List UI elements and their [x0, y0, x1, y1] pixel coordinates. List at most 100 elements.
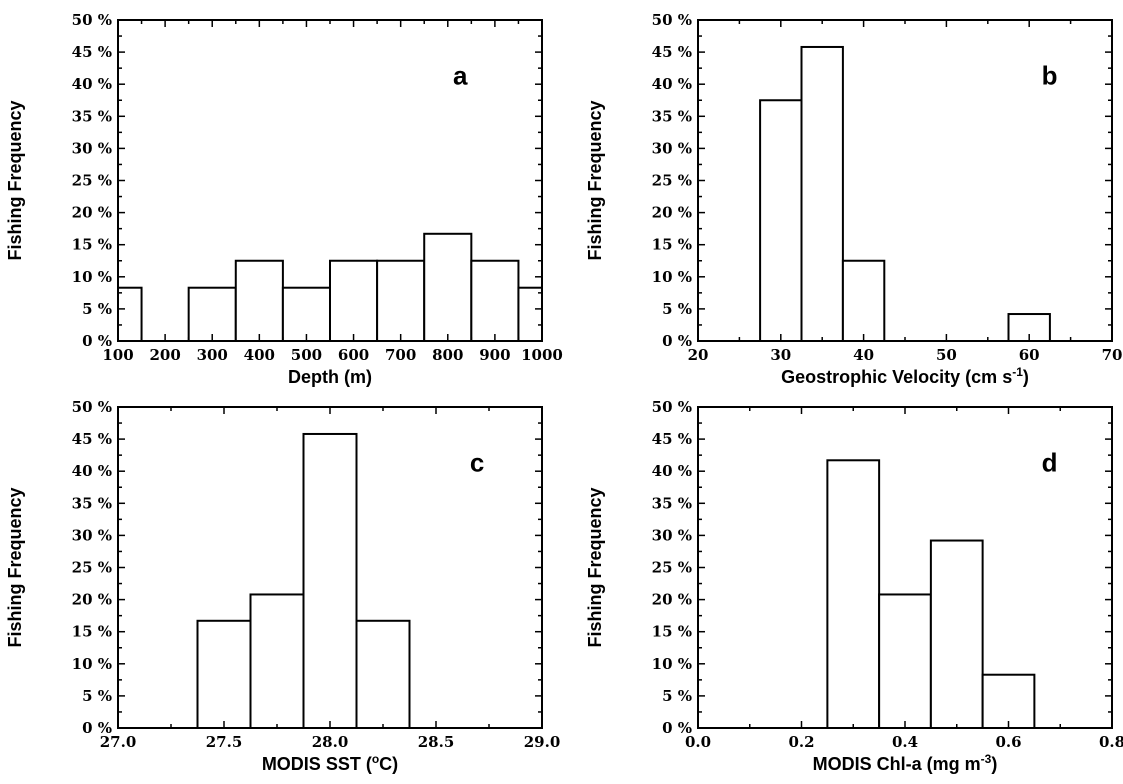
y-axis-title: Fishing Frequency: [585, 487, 605, 647]
y-tick-label: 50 %: [652, 11, 692, 29]
x-tick-label: 50: [936, 346, 957, 364]
y-tick-label: 40 %: [652, 75, 692, 93]
x-tick-label: 40: [853, 346, 874, 364]
x-tick-label: 800: [432, 346, 463, 364]
histogram-bar: [329, 259, 379, 342]
y-tick-label: 5 %: [662, 300, 692, 318]
y-tick-label: 30 %: [72, 139, 112, 157]
y-tick-label: 20 %: [72, 204, 112, 222]
histogram-bar: [249, 593, 305, 729]
y-tick-label: 10 %: [72, 268, 112, 286]
x-tick-label: 0.8: [1099, 733, 1123, 751]
panel-d: 0 % 5 % 10 % 15 % 20 % 25 % 30 % 35 % 40 % 45 % 50…: [585, 398, 1123, 774]
y-tick-label: 20 %: [652, 204, 692, 222]
histogram-bar: [759, 99, 803, 342]
panel-label: c: [470, 448, 484, 478]
histogram-bar: [117, 286, 143, 342]
y-tick-label: 45 %: [72, 43, 112, 61]
x-tick-label: 700: [385, 346, 416, 364]
y-tick-label: 50 %: [72, 398, 112, 416]
x-tick-label: 100: [102, 346, 133, 364]
y-tick-label: 10 %: [652, 268, 692, 286]
panel-label: b: [1042, 61, 1058, 91]
y-tick-label: 5 %: [662, 687, 692, 705]
y-tick-label: 45 %: [652, 43, 692, 61]
x-tick-label: 0.4: [892, 733, 918, 751]
x-tick-label: 28.5: [418, 733, 455, 751]
y-tick-label: 5 %: [82, 300, 112, 318]
y-tick-label: 30 %: [652, 139, 692, 157]
x-tick-label: 0.2: [788, 733, 814, 751]
x-axis-title: Geostrophic Velocity (cm s-1): [781, 365, 1029, 387]
y-tick-label: 30 %: [652, 526, 692, 544]
panel-b: 0 % 5 % 10 % 15 % 20 % 25 % 30 % 35 % 40 % 45 % 50…: [585, 11, 1122, 387]
histogram-bar: [196, 619, 252, 730]
histogram-bar: [929, 539, 984, 730]
x-axis-title: Depth (m): [288, 367, 372, 387]
histogram-bar: [517, 286, 544, 342]
y-tick-label: 15 %: [72, 623, 112, 641]
histogram-bar: [826, 459, 881, 729]
x-tick-label: 70: [1102, 346, 1123, 364]
y-tick-label: 15 %: [72, 236, 112, 254]
histogram-bar: [355, 619, 411, 730]
x-axis-title: MODIS SST (oC): [262, 752, 398, 774]
y-tick-label: 30 %: [72, 526, 112, 544]
histogram-bar: [470, 259, 520, 342]
x-tick-label: 30: [770, 346, 791, 364]
y-tick-label: 0 %: [82, 332, 112, 350]
y-axis-title: Fishing Frequency: [585, 100, 605, 260]
y-tick-label: 35 %: [72, 107, 112, 125]
x-tick-label: 0.6: [995, 733, 1021, 751]
y-tick-label: 25 %: [72, 559, 112, 577]
y-tick-label: 45 %: [72, 430, 112, 448]
x-tick-label: 27.0: [100, 733, 137, 751]
panel-a: 0 % 5 % 10 % 15 % 20 % 25 % 30 % 35 % 40 % 45 % 50…: [5, 11, 563, 387]
histogram-bar: [376, 259, 426, 342]
y-tick-label: 40 %: [72, 462, 112, 480]
histogram-bar: [302, 432, 358, 729]
histogram-bar: [800, 45, 844, 343]
x-tick-label: 400: [244, 346, 275, 364]
y-tick-label: 20 %: [72, 591, 112, 609]
y-tick-label: 5 %: [82, 687, 112, 705]
x-tick-label: 0.0: [685, 733, 711, 751]
x-tick-label: 300: [197, 346, 228, 364]
panel-c: 0 % 5 % 10 % 15 % 20 % 25 % 30 % 35 % 40 % 45 % 50…: [5, 398, 560, 774]
y-tick-label: 50 %: [72, 11, 112, 29]
y-tick-label: 15 %: [652, 623, 692, 641]
x-tick-label: 1000: [521, 346, 563, 364]
y-tick-label: 35 %: [72, 494, 112, 512]
y-tick-label: 35 %: [652, 494, 692, 512]
histogram-bar: [423, 232, 473, 342]
y-tick-label: 25 %: [652, 559, 692, 577]
y-tick-label: 25 %: [72, 172, 112, 190]
y-tick-label: 40 %: [652, 462, 692, 480]
panel-label: d: [1042, 448, 1058, 478]
y-axis-title: Fishing Frequency: [5, 100, 25, 260]
x-tick-label: 900: [479, 346, 510, 364]
x-axis-title: MODIS Chl-a (mg m-3): [813, 752, 998, 774]
x-tick-label: 500: [291, 346, 322, 364]
histogram-bar: [981, 673, 1036, 729]
x-tick-label: 29.0: [524, 733, 561, 751]
y-tick-label: 0 %: [82, 719, 112, 737]
x-tick-label: 20: [688, 346, 709, 364]
y-tick-label: 35 %: [652, 107, 692, 125]
y-tick-label: 20 %: [652, 591, 692, 609]
x-tick-label: 200: [149, 346, 180, 364]
histogram-bar: [841, 259, 886, 342]
y-tick-label: 40 %: [72, 75, 112, 93]
panel-label: a: [453, 61, 468, 91]
x-tick-label: 60: [1019, 346, 1040, 364]
x-tick-label: 28.0: [312, 733, 349, 751]
x-tick-label: 600: [338, 346, 369, 364]
histogram-bar: [234, 259, 284, 342]
y-tick-label: 0 %: [662, 332, 692, 350]
histogram-bar: [878, 593, 932, 729]
y-tick-label: 10 %: [652, 655, 692, 673]
y-axis-title: Fishing Frequency: [5, 487, 25, 647]
y-tick-label: 45 %: [652, 430, 692, 448]
histogram-bar: [187, 286, 237, 342]
